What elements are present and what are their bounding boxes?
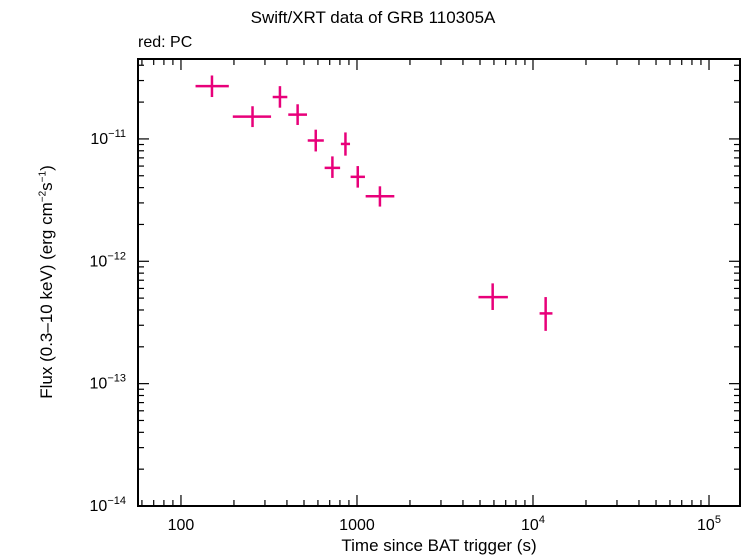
data-point [288, 104, 307, 125]
chart-subtitle: red: PC [138, 34, 193, 51]
data-layer [195, 75, 553, 331]
x-tick-label: 105 [697, 514, 721, 534]
x-tick-label: 100 [168, 517, 195, 534]
y-tick-label: 10−13 [90, 373, 126, 393]
y-tick-label: 10−14 [90, 495, 126, 515]
data-point [350, 166, 365, 188]
y-axis-label: Flux (0.3–10 keV) (erg cm−2s−1) [37, 165, 56, 399]
x-axis-label: Time since BAT trigger (s) [341, 536, 537, 555]
data-point [365, 186, 395, 207]
data-point [324, 156, 341, 178]
data-point [307, 129, 324, 152]
tick-layer [138, 59, 740, 507]
data-point [340, 132, 351, 156]
data-point [478, 283, 508, 310]
data-point [272, 86, 288, 108]
x-tick-label: 104 [521, 514, 545, 534]
data-point [539, 297, 553, 331]
data-point [232, 106, 272, 128]
tick-label-layer: 100 1000 104 105 10−14 10−13 10−12 10−11 [90, 128, 721, 534]
x-tick-label: 1000 [339, 517, 375, 534]
y-tick-label: 10−12 [90, 250, 126, 270]
y-tick-label: 10−11 [90, 128, 126, 148]
plot-frame [137, 58, 741, 507]
data-point [195, 75, 229, 98]
chart-title: Swift/XRT data of GRB 110305A [250, 8, 496, 27]
